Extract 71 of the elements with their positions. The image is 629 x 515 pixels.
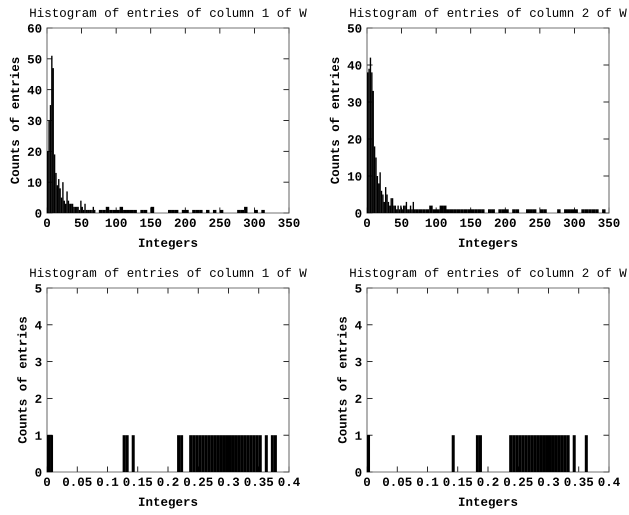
y-tick-label: 20 xyxy=(28,148,42,156)
x-tick-label: 250 xyxy=(529,218,550,228)
x-tick-label: 0.05 xyxy=(382,478,412,486)
y-tick-label: 10 xyxy=(348,172,362,181)
x-tick-label: 350 xyxy=(598,218,620,228)
y-tick-label: 5 xyxy=(35,284,42,293)
chart-title: Histogram of entries of column 1 of W xyxy=(30,8,307,20)
x-axis-title: Integers xyxy=(138,238,198,250)
x-tick-label: 50 xyxy=(74,218,88,228)
x-axis-title: Integers xyxy=(458,498,518,508)
x-tick-label: 0.15 xyxy=(443,478,472,486)
chart-title: Histogram of entries of column 2 of W xyxy=(350,268,627,280)
x-tick-label: 0.35 xyxy=(244,478,274,486)
y-tick-label: 10 xyxy=(28,178,42,187)
y-tick-label: 4 xyxy=(355,321,362,330)
y-tick-label: 2 xyxy=(35,394,42,403)
x-tick-label: 200 xyxy=(174,218,196,228)
x-tick-label: 0 xyxy=(364,478,370,486)
y-tick-label: 50 xyxy=(348,24,362,33)
x-tick-label: 0.25 xyxy=(184,478,213,486)
x-tick-label: 0 xyxy=(364,218,370,228)
y-tick-label: 2 xyxy=(355,394,362,403)
y-tick-label: 3 xyxy=(35,358,42,366)
x-tick-label: 0.25 xyxy=(504,478,533,486)
y-tick-label: 0 xyxy=(35,209,42,218)
y-axis-title: Counts of entries xyxy=(330,58,340,184)
x-tick-label: 0.35 xyxy=(564,478,594,486)
y-tick-label: 3 xyxy=(355,358,362,366)
y-axis-title: Counts of entries xyxy=(17,317,27,444)
x-tick-label: 250 xyxy=(209,218,230,228)
y-tick-label: 30 xyxy=(348,98,362,107)
x-tick-label: 200 xyxy=(494,218,516,228)
chart-title: Histogram of entries of column 2 of W xyxy=(350,8,627,20)
x-tick-label: 0.3 xyxy=(538,478,560,486)
x-tick-label: 0.3 xyxy=(218,478,240,486)
x-tick-label: 0.05 xyxy=(62,478,92,486)
y-tick-label: 4 xyxy=(35,321,42,330)
x-tick-label: 0.1 xyxy=(416,478,438,486)
y-axis-title: Counts of entries xyxy=(10,58,20,184)
x-tick-label: 0 xyxy=(44,218,50,228)
y-tick-label: 1 xyxy=(355,431,362,440)
x-tick-label: 150 xyxy=(140,218,162,228)
x-tick-label: 350 xyxy=(278,218,300,228)
y-tick-label: 60 xyxy=(28,24,42,33)
y-tick-label: 30 xyxy=(28,116,42,126)
chart-title: Histogram of entries of column 1 of W xyxy=(30,268,307,280)
x-tick-label: 0.4 xyxy=(278,478,300,486)
y-tick-label: 20 xyxy=(348,135,362,144)
y-tick-label: 5 xyxy=(355,284,362,293)
x-axis-title: Integers xyxy=(458,238,518,250)
x-tick-label: 0.1 xyxy=(96,478,118,486)
y-tick-label: 0 xyxy=(355,468,362,477)
x-tick-label: 150 xyxy=(460,218,482,228)
x-tick-label: 100 xyxy=(106,218,127,228)
x-tick-label: 0.4 xyxy=(598,478,620,486)
x-axis-title: Integers xyxy=(138,498,198,508)
x-tick-label: 300 xyxy=(244,218,265,228)
y-tick-label: 40 xyxy=(348,61,362,70)
y-axis-title: Counts of entries xyxy=(337,317,347,444)
y-tick-label: 0 xyxy=(35,468,42,477)
y-tick-label: 50 xyxy=(28,55,42,64)
y-tick-label: 1 xyxy=(35,431,42,440)
x-tick-label: 50 xyxy=(394,218,408,228)
x-tick-label: 300 xyxy=(564,218,585,228)
x-tick-label: 0.2 xyxy=(157,478,179,486)
y-tick-label: 40 xyxy=(28,86,42,94)
x-tick-label: 0.2 xyxy=(477,478,499,486)
x-tick-label: 100 xyxy=(426,218,447,228)
x-tick-label: 0.15 xyxy=(123,478,152,486)
y-tick-label: 0 xyxy=(355,209,362,218)
x-tick-label: 0 xyxy=(44,478,50,486)
